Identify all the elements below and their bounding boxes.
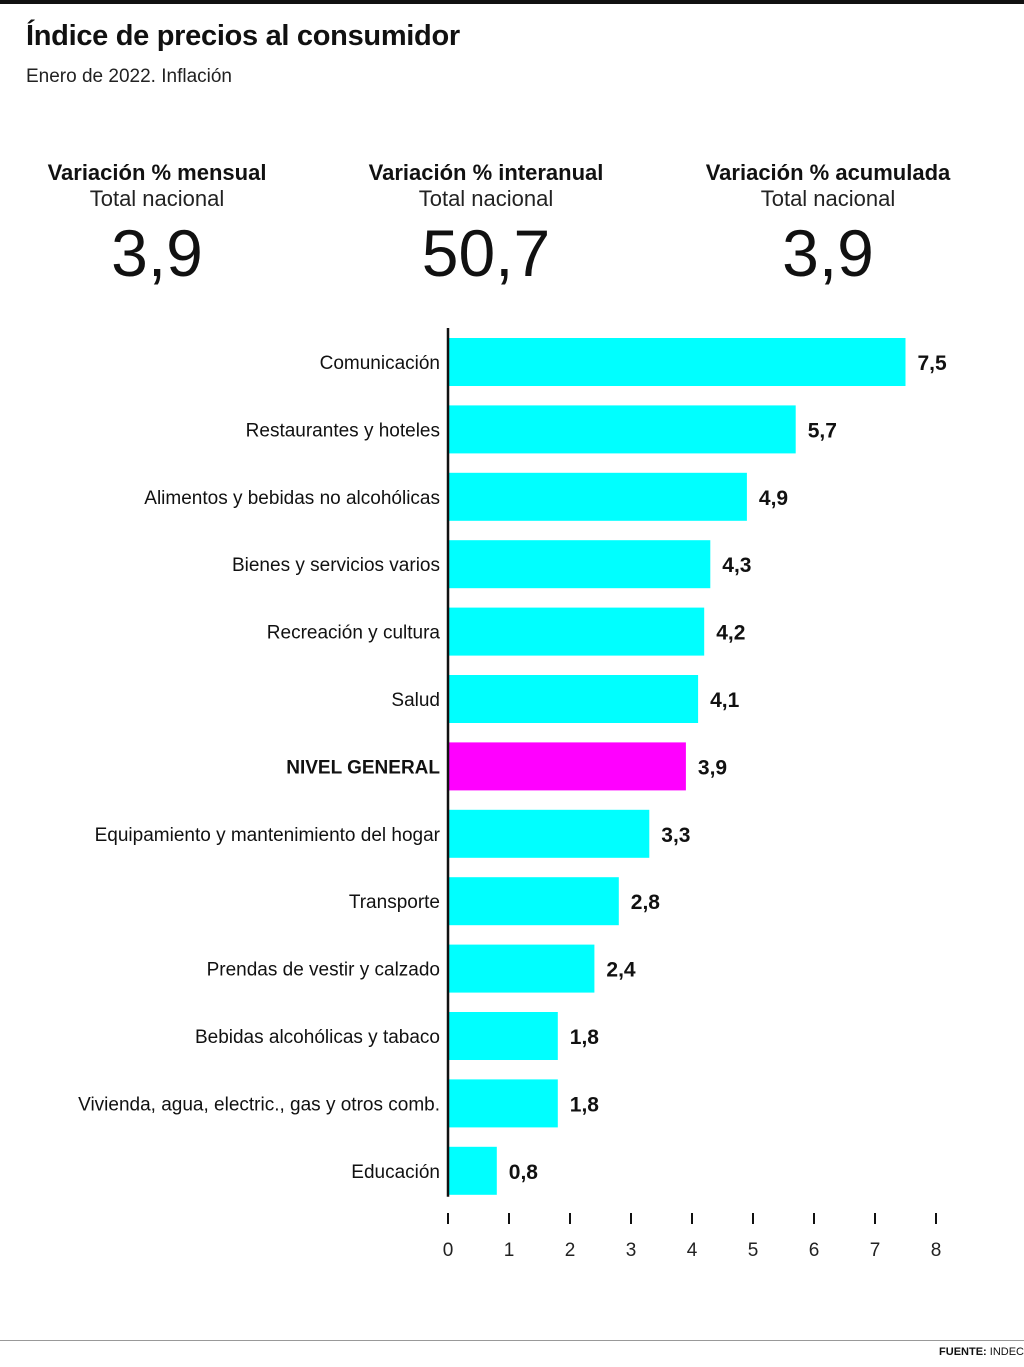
data-label: 3,9: [698, 756, 727, 779]
kpi-monthly-label: Variación % mensual: [47, 160, 267, 185]
data-label: 3,3: [661, 824, 690, 847]
bar: [448, 405, 796, 454]
x-tick-label: 8: [931, 1240, 942, 1261]
bar: [448, 1146, 497, 1195]
data-label: 4,2: [716, 622, 745, 645]
bar: [448, 877, 619, 926]
category-label: Equipamiento y mantenimiento del hogar: [95, 825, 441, 846]
bar: [448, 472, 747, 521]
category-label: NIVEL GENERAL: [286, 757, 440, 778]
data-label: 2,8: [631, 891, 661, 914]
kpi-accumulated-value: 3,9: [782, 216, 874, 290]
data-label: 4,1: [710, 689, 740, 712]
footer-rule: [0, 1340, 1024, 1341]
bar-chart: Comunicación 7,5 Restaurantes y hoteles 5,7…: [78, 328, 948, 1261]
data-label: 7,5: [918, 352, 948, 375]
category-label: Prendas de vestir y calzado: [207, 960, 440, 981]
bar: [448, 809, 650, 858]
category-label: Bebidas alcohólicas y tabaco: [195, 1027, 440, 1048]
x-tick-label: 7: [870, 1240, 881, 1261]
source-label: FUENTE:: [939, 1346, 987, 1358]
kpi-monthly-value: 3,9: [111, 216, 203, 290]
source-value: INDEC: [989, 1346, 1024, 1358]
x-tick-label: 2: [565, 1240, 576, 1261]
data-label: 5,7: [808, 419, 837, 442]
category-label: Vivienda, agua, electric., gas y otros c…: [78, 1094, 440, 1115]
category-label: Bienes y servicios varios: [232, 555, 440, 576]
category-label: Comunicación: [320, 353, 440, 374]
bar: [448, 540, 711, 589]
x-tick-label: 3: [626, 1240, 637, 1261]
chart-title: Índice de precios al consumidor: [26, 20, 460, 52]
data-label: 4,3: [722, 554, 751, 577]
category-label: Salud: [391, 690, 440, 711]
x-tick-label: 0: [443, 1240, 454, 1261]
bar: [448, 607, 705, 656]
kpi-monthly: Variación % mensual Total nacional 3,9: [0, 160, 327, 292]
chart-subtitle: Enero de 2022. Inflación: [26, 66, 232, 87]
bar: [448, 338, 906, 386]
category-label: Transporte: [349, 892, 440, 913]
top-rule: [0, 0, 1024, 4]
x-tick-label: 4: [687, 1240, 698, 1261]
kpi-yearly-sub: Total nacional: [418, 186, 554, 211]
category-label: Educación: [351, 1162, 440, 1183]
category-label: Recreación y cultura: [267, 623, 441, 644]
kpi-accumulated-label: Variación % acumulada: [705, 160, 951, 185]
kpi-yearly-value: 50,7: [421, 216, 551, 290]
bar: [448, 1079, 558, 1128]
category-label: Restaurantes y hoteles: [246, 420, 440, 441]
x-tick-label: 5: [748, 1240, 759, 1261]
category-label: Alimentos y bebidas no alcohólicas: [144, 488, 440, 509]
kpi-accumulated-sub: Total nacional: [760, 186, 896, 211]
data-label: 4,9: [759, 487, 788, 510]
data-label: 0,8: [509, 1161, 539, 1184]
source-note: FUENTE: INDEC: [939, 1346, 1024, 1358]
x-tick-label: 1: [504, 1240, 515, 1261]
kpi-monthly-sub: Total nacional: [89, 186, 225, 211]
bar: [448, 675, 699, 723]
bar: [448, 944, 595, 993]
bar: [448, 742, 686, 791]
data-label: 1,8: [570, 1026, 600, 1049]
data-label: 2,4: [606, 959, 636, 982]
kpi-yearly-label: Variación % interanual: [368, 160, 604, 185]
data-label: 1,8: [570, 1093, 600, 1116]
bar: [448, 1012, 558, 1060]
kpi-yearly: Variación % interanual Total nacional 50…: [316, 160, 656, 292]
x-tick-label: 6: [809, 1240, 820, 1261]
kpi-accumulated: Variación % acumulada Total nacional 3,9: [658, 160, 998, 292]
